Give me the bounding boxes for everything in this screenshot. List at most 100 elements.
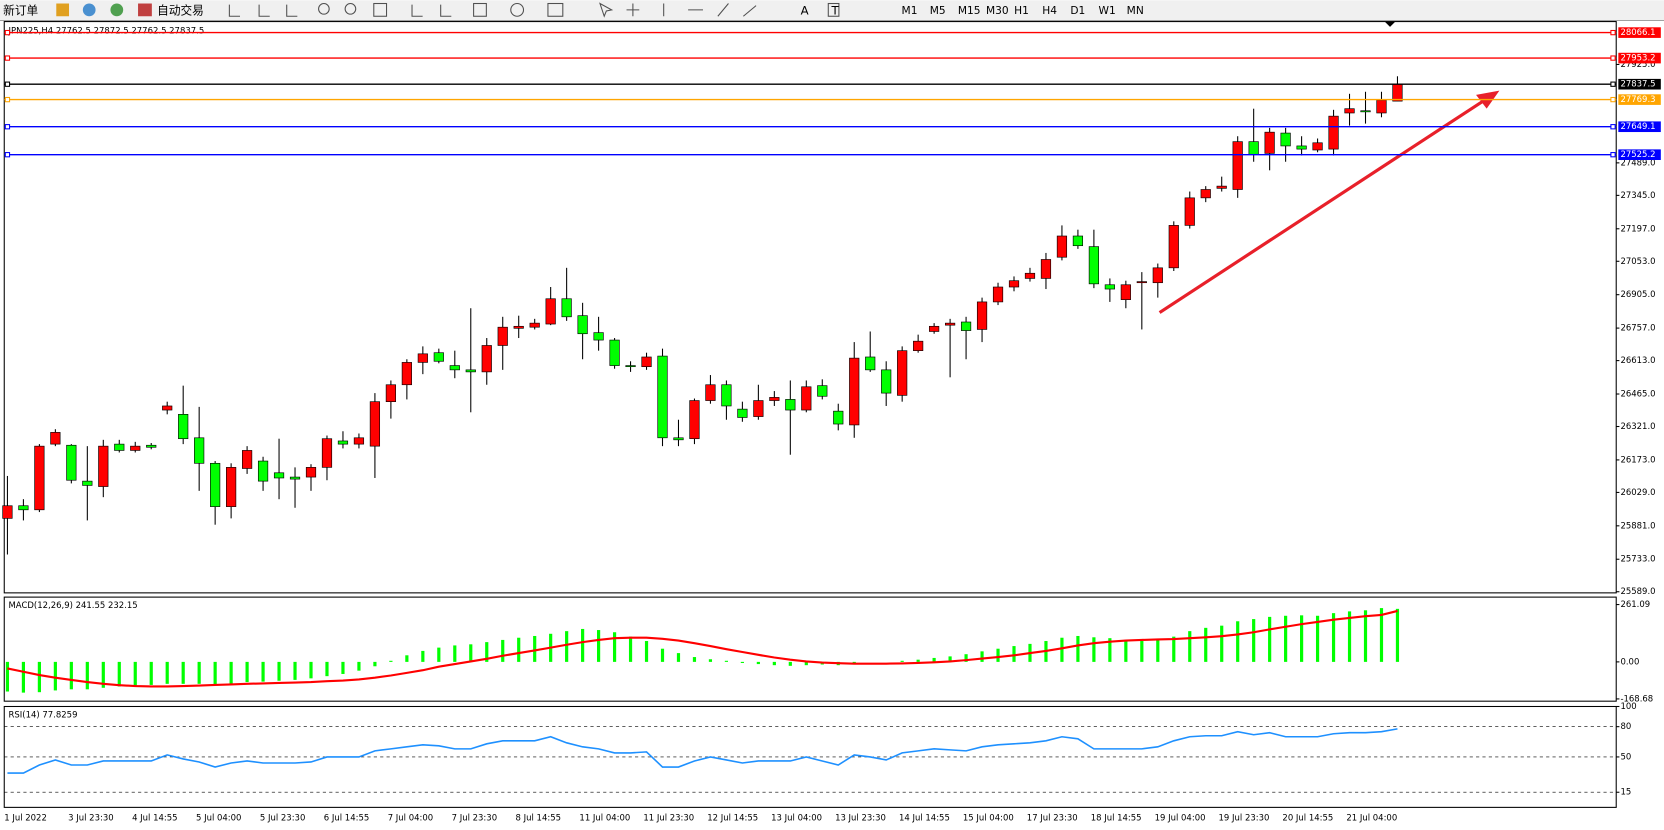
x-tick-label: 8 Jul 14:55	[516, 813, 561, 823]
macd-bar	[1188, 631, 1192, 662]
x-tick-label: 3 Jul 23:30	[68, 813, 113, 823]
candle-body	[50, 432, 61, 445]
candle-body	[1024, 272, 1036, 279]
timeframe-button[interactable]: M1	[902, 4, 918, 17]
y-tick-label: 27053.0	[1620, 257, 1655, 267]
chart-type-icons[interactable]	[228, 4, 298, 17]
price-label: 28066.1	[1620, 28, 1655, 38]
template-icon[interactable]	[547, 2, 564, 17]
timeframe-button[interactable]: W1	[1099, 4, 1116, 17]
macd-bar	[373, 661, 377, 667]
macd-bar	[85, 661, 89, 690]
macd-bar	[277, 661, 281, 681]
timeframe-button[interactable]: D1	[1070, 4, 1085, 17]
candle-body	[369, 401, 381, 447]
candle-body	[1216, 185, 1227, 189]
macd-bar	[708, 659, 713, 662]
icon[interactable]	[56, 3, 70, 17]
candle-body	[1328, 115, 1339, 150]
text-tool-label[interactable]: T	[830, 3, 839, 17]
candle-body	[1264, 131, 1275, 154]
macd-bar	[916, 659, 920, 662]
signal-line	[7, 609, 1398, 688]
macd-bar	[1140, 641, 1144, 662]
candle-body	[737, 408, 748, 418]
candle-body	[321, 438, 333, 468]
macd-bar	[644, 641, 649, 662]
macd-bar	[1331, 613, 1336, 662]
macd-bar	[724, 660, 729, 662]
macd-bar	[21, 661, 26, 693]
macd-bar	[660, 648, 665, 662]
candle-body	[1280, 132, 1291, 147]
timeframe-button[interactable]: MN	[1127, 4, 1144, 17]
timeframe-button[interactable]: M15	[958, 4, 981, 17]
shift-icons[interactable]	[411, 4, 452, 17]
icon[interactable]	[110, 3, 124, 17]
timeframe-button[interactable]: H4	[1042, 4, 1057, 17]
y-tick-label: 25589.0	[1620, 587, 1655, 597]
y-tick-label: 26029.0	[1620, 488, 1655, 498]
timeframe-button[interactable]: H1	[1014, 4, 1029, 17]
macd-bar	[612, 632, 617, 662]
candle-body	[753, 400, 764, 417]
macd-bar	[1363, 610, 1368, 662]
text-tool[interactable]: A	[801, 3, 809, 17]
candle-body	[385, 384, 396, 403]
candle-body	[849, 357, 860, 426]
candle-body	[577, 315, 588, 335]
zoom-in[interactable]	[318, 2, 330, 15]
x-tick-label: 14 Jul 14:55	[899, 813, 950, 823]
macd-bar	[1268, 616, 1272, 662]
x-tick-label: 19 Jul 04:00	[1155, 813, 1206, 823]
new-order-button[interactable]: 新订单	[3, 3, 38, 17]
zoom-out[interactable]	[344, 2, 357, 15]
candle-body	[82, 480, 93, 486]
candle-body	[1136, 281, 1147, 284]
icon[interactable]	[138, 3, 152, 17]
candle-body	[417, 353, 428, 363]
macd-bar	[1076, 635, 1080, 662]
y-tick-label: 50	[1620, 752, 1631, 762]
icon[interactable]	[82, 3, 96, 17]
price-label-box	[1618, 121, 1661, 133]
macd-bar	[1379, 608, 1384, 662]
level-handle	[4, 96, 11, 103]
macd-bar	[581, 628, 585, 662]
level-handle	[1610, 152, 1616, 158]
macd-bar	[213, 661, 217, 685]
macd-bar	[932, 657, 936, 662]
candle-body	[1200, 189, 1211, 199]
drawing-tools[interactable]	[599, 2, 757, 18]
period-icon[interactable]	[510, 2, 525, 17]
candle-body	[609, 339, 620, 366]
candle-body	[913, 340, 924, 351]
macd-bar	[996, 648, 1000, 662]
x-tick-label: 4 Jul 14:55	[132, 813, 177, 823]
tile-icon[interactable]	[373, 2, 388, 17]
indicator-icon[interactable]	[473, 2, 487, 17]
y-tick-label: 26465.0	[1620, 390, 1655, 400]
macd-bar	[628, 636, 633, 662]
text-label-tool[interactable]	[827, 2, 840, 17]
candle-body	[433, 352, 444, 362]
x-tick-label: 5 Jul 04:00	[196, 813, 241, 823]
level-handle	[1610, 124, 1616, 130]
level-handle	[4, 55, 11, 61]
timeframe-button[interactable]: M30	[986, 4, 1009, 17]
macd-bar	[37, 661, 41, 693]
candle-body	[465, 369, 476, 373]
macd-bar	[245, 661, 249, 683]
price-label-box	[1618, 52, 1661, 64]
rsi-line	[7, 728, 1398, 774]
macd-bar	[149, 661, 153, 685]
candle-body	[1184, 197, 1195, 226]
y-tick-label: 100	[1620, 702, 1636, 712]
candle-body	[210, 462, 221, 507]
macd-bar	[948, 656, 952, 662]
macd-bar	[1284, 615, 1288, 662]
timeframe-button[interactable]: M5	[930, 4, 946, 17]
auto-trading-button[interactable]: 自动交易	[157, 3, 204, 17]
candle-body	[241, 450, 253, 469]
